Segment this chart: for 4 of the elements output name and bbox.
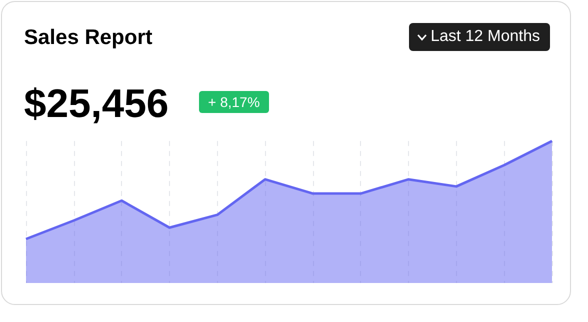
text: Last 12 Months <box>430 28 540 46</box>
chart-title: Sales Report <box>24 26 152 50</box>
text: + 8,17% <box>199 91 269 113</box>
chart-subtitle: $25,456 <box>24 82 169 127</box>
